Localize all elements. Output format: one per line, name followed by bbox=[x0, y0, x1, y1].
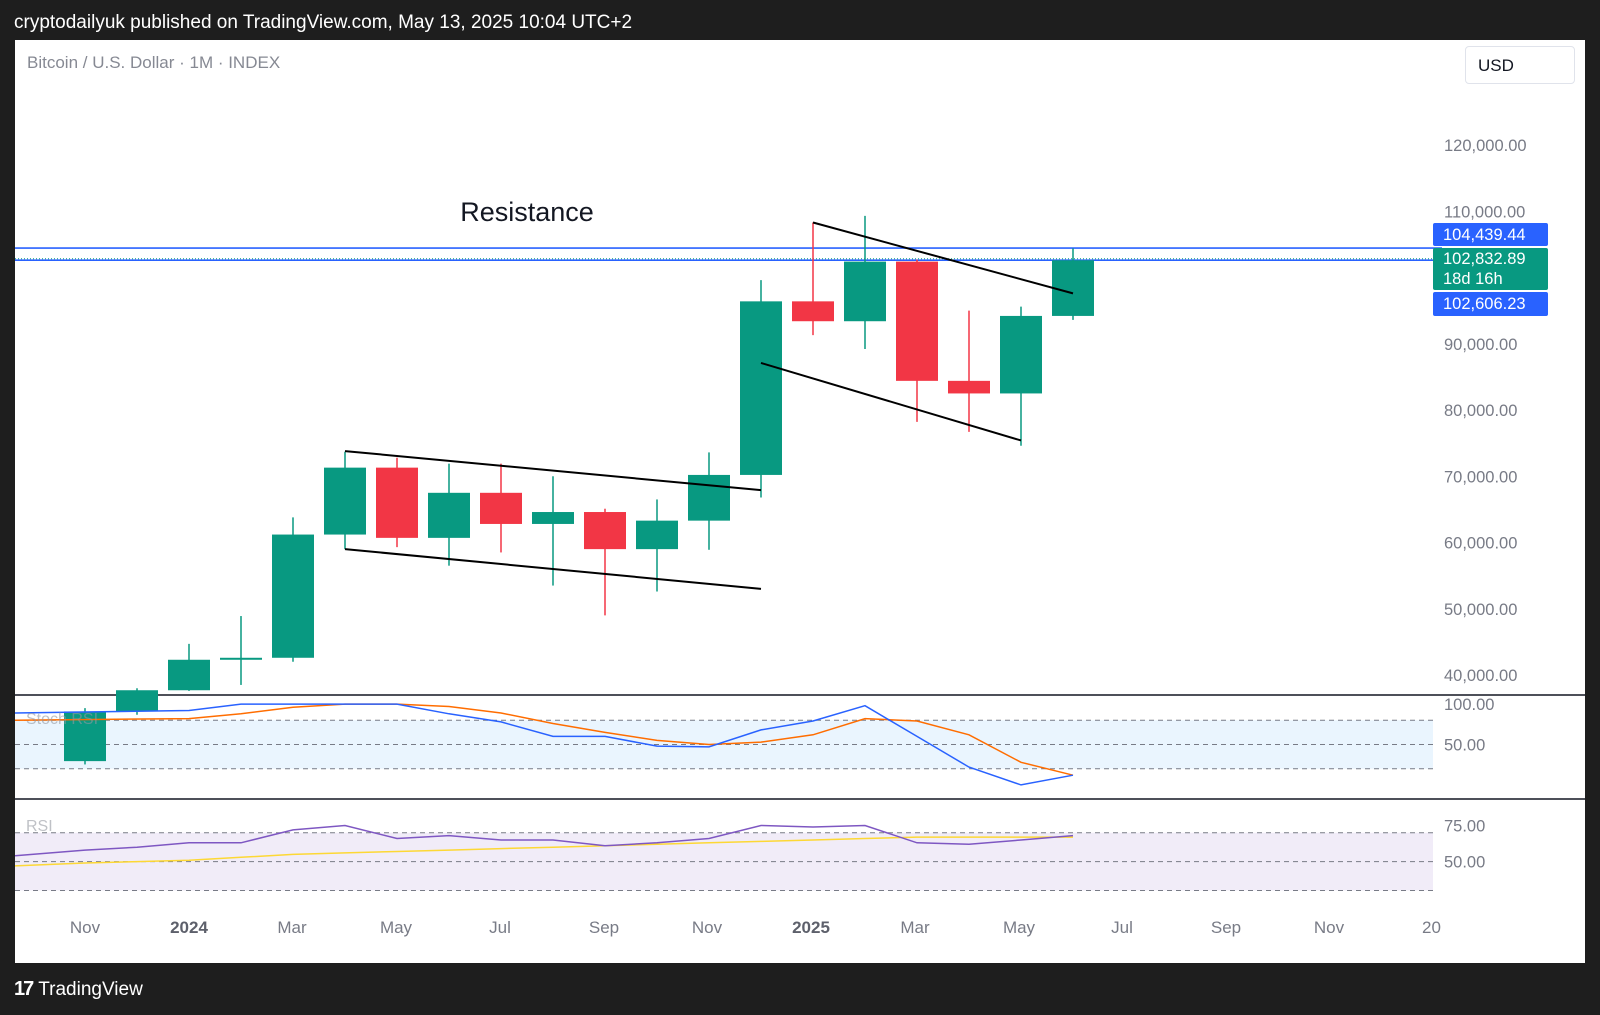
symbol-title[interactable]: Bitcoin / U.S. Dollar · 1M · INDEX bbox=[27, 53, 281, 72]
current-price-box bbox=[1433, 248, 1548, 290]
tradingview-logo-icon: 17 bbox=[14, 978, 34, 1000]
candle-body bbox=[740, 301, 782, 475]
candle-body bbox=[428, 492, 470, 538]
time-tick-label: Sep bbox=[589, 918, 619, 937]
channel-trendline bbox=[812, 221, 1074, 295]
trendlines bbox=[344, 221, 1074, 590]
current-price-label: 102,832.89 bbox=[1443, 250, 1526, 268]
price-label-box bbox=[1433, 292, 1548, 316]
time-tick-label: Mar bbox=[277, 918, 307, 937]
countdown-label: 18d 16h bbox=[1443, 270, 1503, 288]
time-tick-label: May bbox=[380, 918, 413, 937]
indicator-lines bbox=[15, 703, 1074, 867]
publication-header: cryptodailyuk published on TradingView.c… bbox=[14, 12, 633, 33]
stoch-k-line bbox=[15, 703, 1074, 786]
candle-body bbox=[1000, 315, 1042, 394]
candle-body bbox=[636, 520, 678, 550]
brand-name: TradingView bbox=[38, 978, 143, 1000]
candle-body bbox=[948, 380, 990, 394]
candle-body bbox=[896, 261, 938, 381]
candle-body bbox=[1052, 260, 1094, 316]
rsi-tick-label: 75.00 bbox=[1444, 818, 1485, 836]
candle-body bbox=[480, 492, 522, 524]
price-tick-label: 80,000.00 bbox=[1444, 402, 1517, 420]
price-label-box bbox=[1433, 223, 1548, 246]
candle-body bbox=[532, 512, 574, 524]
time-tick-label: Sep bbox=[1211, 918, 1241, 937]
stoch-title: Stoch RSI bbox=[26, 711, 98, 728]
stoch-tick-label: 100.00 bbox=[1444, 696, 1494, 714]
time-tick-label: Nov bbox=[692, 918, 723, 937]
candle-body bbox=[272, 534, 314, 658]
gridlines bbox=[15, 694, 1585, 891]
indicator-backgrounds bbox=[15, 720, 1433, 891]
resistance-annotation: Resistance bbox=[460, 197, 594, 227]
price-tick-label: 40,000.00 bbox=[1444, 667, 1517, 685]
currency-selector[interactable]: USD bbox=[1465, 46, 1575, 84]
rsi-title: RSI bbox=[26, 818, 53, 835]
candle-body bbox=[220, 657, 262, 660]
time-tick-label: Nov bbox=[1314, 918, 1345, 937]
time-tick-label: Mar bbox=[900, 918, 930, 937]
stoch-tick-label: 50.00 bbox=[1444, 736, 1485, 754]
price-tick-label: 120,000.00 bbox=[1444, 137, 1527, 155]
candle-body bbox=[844, 261, 886, 322]
candle-body bbox=[584, 512, 626, 550]
tradingview-brand[interactable]: 17 TradingView bbox=[14, 978, 143, 1001]
time-tick-label: 20 bbox=[1422, 918, 1441, 937]
time-tick-label: 2024 bbox=[170, 918, 208, 937]
time-tick-label: 2025 bbox=[792, 918, 830, 937]
candle-body bbox=[168, 659, 210, 691]
level-lines bbox=[15, 247, 1442, 262]
candle-body bbox=[376, 467, 418, 538]
candle-body bbox=[324, 467, 366, 535]
candle-body bbox=[116, 690, 158, 712]
price-tick-label: 60,000.00 bbox=[1444, 535, 1517, 553]
candle-body bbox=[792, 301, 834, 322]
chart-canvas[interactable]: Resistance 120,000.00 110,000.00 90,000.00 8… bbox=[15, 40, 1585, 963]
time-tick-label: Jul bbox=[489, 918, 511, 937]
channel-trendline bbox=[344, 450, 762, 492]
time-tick-label: Jul bbox=[1111, 918, 1133, 937]
rsi-tick-label: 50.00 bbox=[1444, 854, 1485, 872]
price-label-bottom: 102,606.23 bbox=[1443, 295, 1526, 313]
axis-labels: Resistance 120,000.00 110,000.00 90,000.00 8… bbox=[26, 137, 1548, 937]
chart-frame: Resistance 120,000.00 110,000.00 90,000.00 8… bbox=[15, 40, 1585, 963]
candles bbox=[64, 215, 1094, 765]
price-label-top: 104,439.44 bbox=[1443, 226, 1526, 244]
candle-body bbox=[688, 474, 730, 521]
time-tick-label: Nov bbox=[70, 918, 101, 937]
price-tick-label: 90,000.00 bbox=[1444, 336, 1517, 354]
stoch-d-line bbox=[15, 703, 1074, 776]
channel-trendline bbox=[760, 362, 1022, 442]
rsi-band-fill bbox=[15, 832, 1433, 891]
channel-trendline bbox=[344, 548, 762, 590]
price-tick-label: 110,000.00 bbox=[1444, 203, 1525, 221]
rsi-line bbox=[15, 824, 1074, 857]
time-tick-label: May bbox=[1003, 918, 1036, 937]
price-tick-label: 50,000.00 bbox=[1444, 601, 1517, 619]
price-tick-label: 70,000.00 bbox=[1444, 468, 1517, 486]
